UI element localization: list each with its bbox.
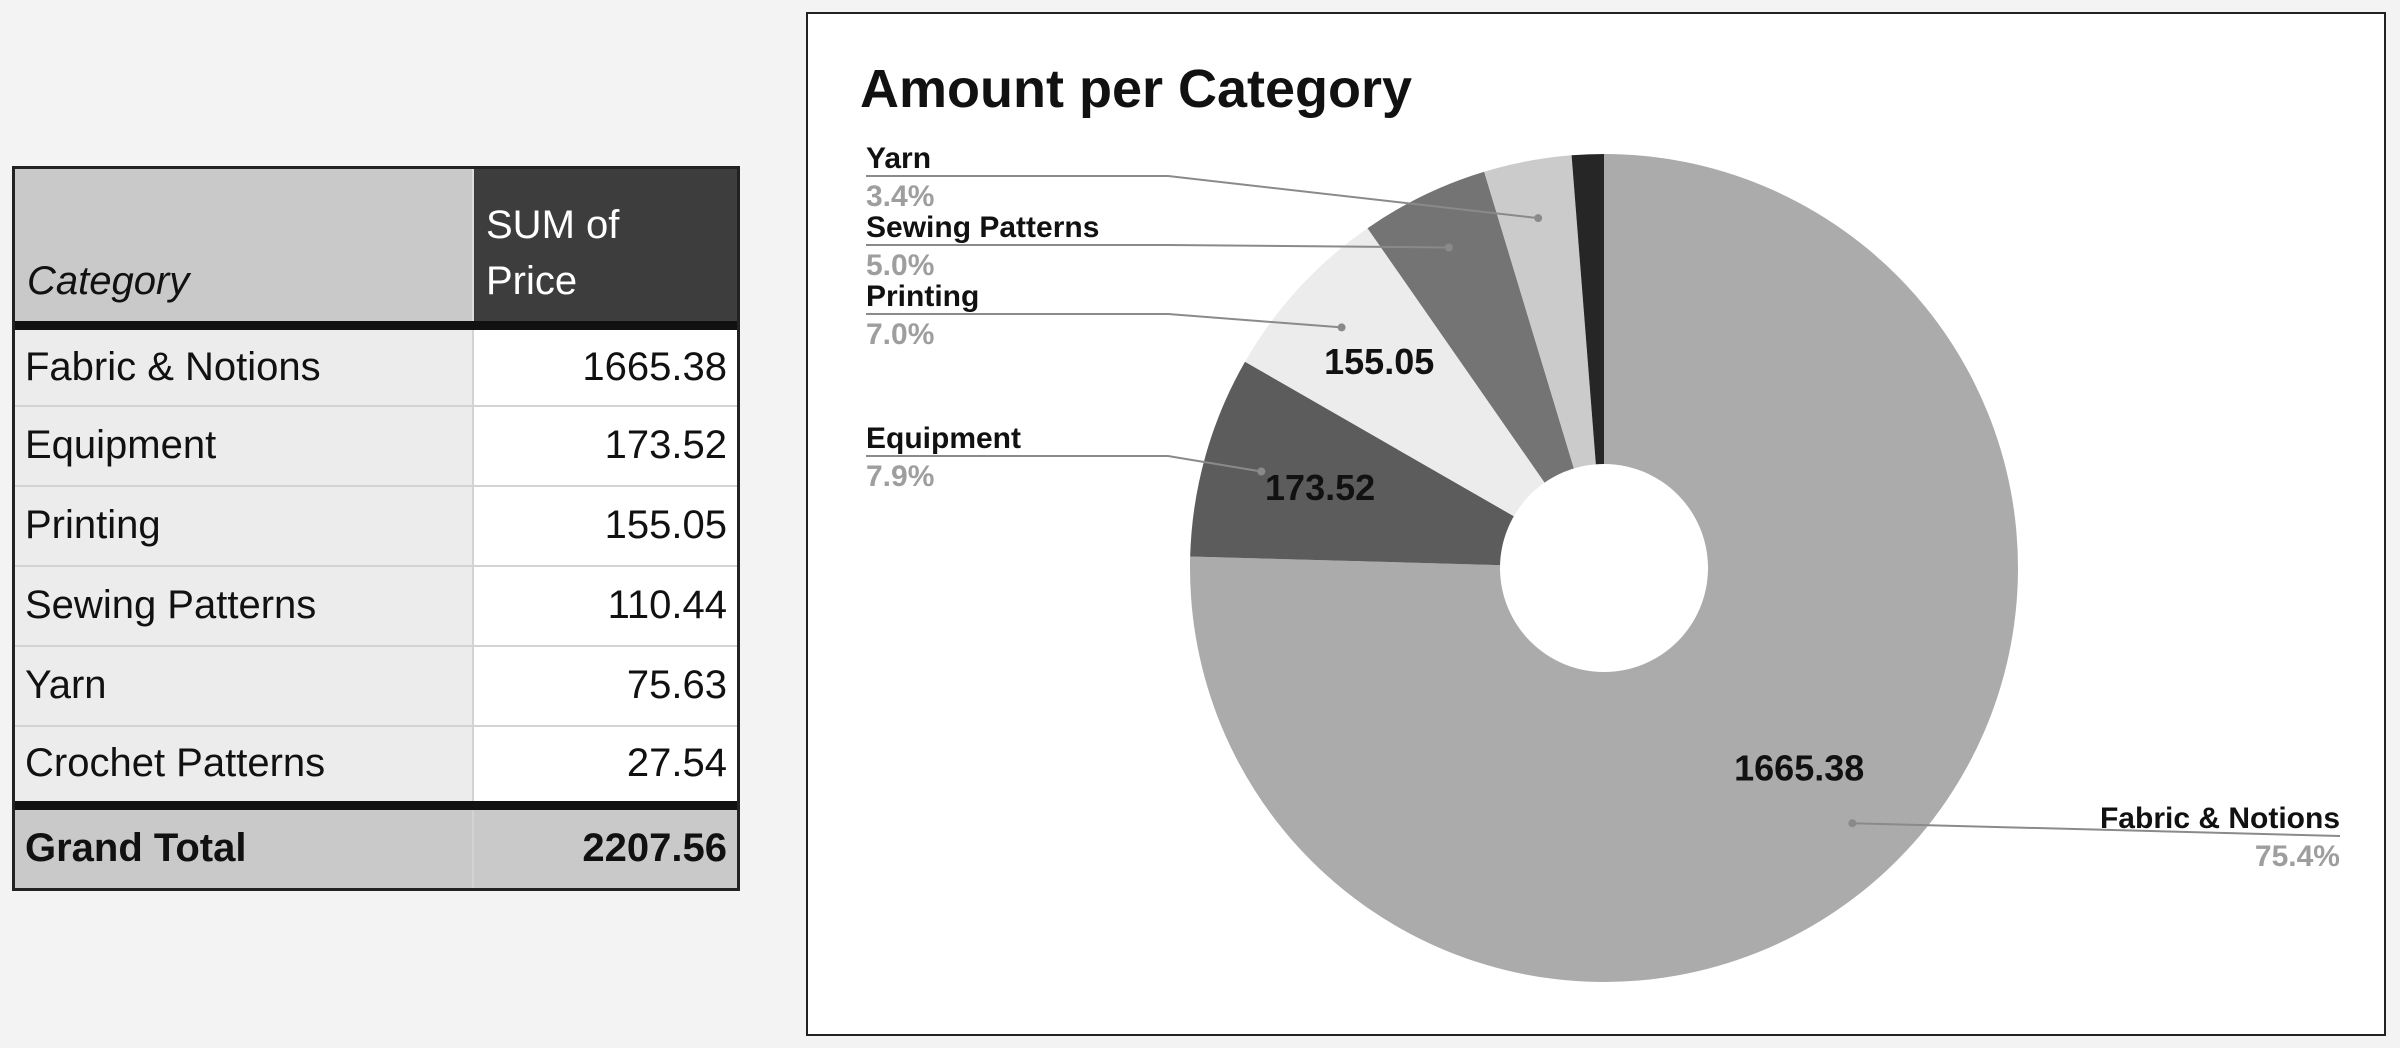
callout-dot <box>1257 467 1266 476</box>
donut-chart[interactable]: 1665.38 Fabric & Notions 75.4% 173.52 Equipm… <box>808 14 2384 1034</box>
sum-cell[interactable]: 75.63 <box>473 645 737 727</box>
chart-title: Amount per Category <box>860 59 1413 119</box>
category-cell[interactable]: Yarn <box>15 645 474 727</box>
pivot-table: Category SUM of Price Fabric & Notions 16… <box>12 166 740 891</box>
callout-line <box>866 313 1342 329</box>
slice-yarn[interactable] <box>1484 155 1604 568</box>
grand-total-value[interactable]: 2207.56 <box>473 801 737 888</box>
category-label: Sewing Patterns <box>866 211 1099 244</box>
callout-dot <box>1444 243 1453 252</box>
percent-label: 7.9% <box>866 460 934 493</box>
header-sum-line2: Price <box>486 259 578 303</box>
callout-line <box>866 455 1262 473</box>
category-label: Fabric & Notions <box>2100 802 2340 835</box>
callout-dot <box>1534 214 1543 223</box>
chart-card[interactable]: Amount per Category 1665.38 Fabric & Noti… <box>806 12 2386 1036</box>
category-cell[interactable]: Equipment <box>15 405 474 487</box>
category-cell[interactable]: Sewing Patterns <box>15 565 474 647</box>
callout-line <box>1852 822 2341 837</box>
table-row[interactable]: Sewing Patterns 110.44 <box>15 565 737 647</box>
header-sum-of-price[interactable]: SUM of Price <box>473 169 737 330</box>
slice-value-label: 155.05 <box>1324 341 1434 382</box>
slice-equipment[interactable] <box>1190 361 1604 568</box>
table-row[interactable]: Fabric & Notions 1665.38 <box>15 325 737 407</box>
sum-cell[interactable]: 173.52 <box>473 405 737 487</box>
table-row[interactable]: Equipment 173.52 <box>15 405 737 487</box>
donut-hole <box>1500 464 1708 672</box>
table-row[interactable]: Yarn 75.63 <box>15 645 737 727</box>
sum-cell[interactable]: 110.44 <box>473 565 737 647</box>
callout-line <box>866 175 1539 220</box>
percent-label: 7.0% <box>866 318 934 351</box>
slice-printing[interactable] <box>1245 228 1604 568</box>
grand-total-label[interactable]: Grand Total <box>15 801 474 888</box>
category-cell[interactable]: Fabric & Notions <box>15 325 474 407</box>
table-row[interactable]: Printing 155.05 <box>15 485 737 567</box>
callout-dot <box>1337 323 1346 332</box>
slice-value-label: 173.52 <box>1265 467 1375 508</box>
category-cell[interactable]: Printing <box>15 485 474 567</box>
callout-line <box>866 244 1449 249</box>
labels-layer: 1665.38 Fabric & Notions 75.4% 173.52 Equipm… <box>866 142 2341 873</box>
sum-cell[interactable]: 1665.38 <box>473 325 737 407</box>
grand-total-row[interactable]: Grand Total 2207.56 <box>15 801 737 888</box>
table-row[interactable]: Crochet Patterns 27.54 <box>15 725 737 806</box>
category-label: Printing <box>866 280 979 313</box>
slice-value-label: 1665.38 <box>1734 748 1864 789</box>
category-label: Yarn <box>866 142 931 175</box>
callout-dot <box>1848 819 1857 828</box>
sum-cell[interactable]: 155.05 <box>473 485 737 567</box>
percent-label: 5.0% <box>866 249 934 282</box>
category-label: Equipment <box>866 422 1021 455</box>
category-cell[interactable]: Crochet Patterns <box>15 725 474 806</box>
header-category[interactable]: Category <box>15 169 474 330</box>
percent-label: 3.4% <box>866 180 934 213</box>
header-sum-line1: SUM of <box>486 203 620 247</box>
percent-label: 75.4% <box>2255 840 2340 873</box>
sum-cell[interactable]: 27.54 <box>473 725 737 806</box>
slice-sewing-patterns[interactable] <box>1367 171 1604 568</box>
